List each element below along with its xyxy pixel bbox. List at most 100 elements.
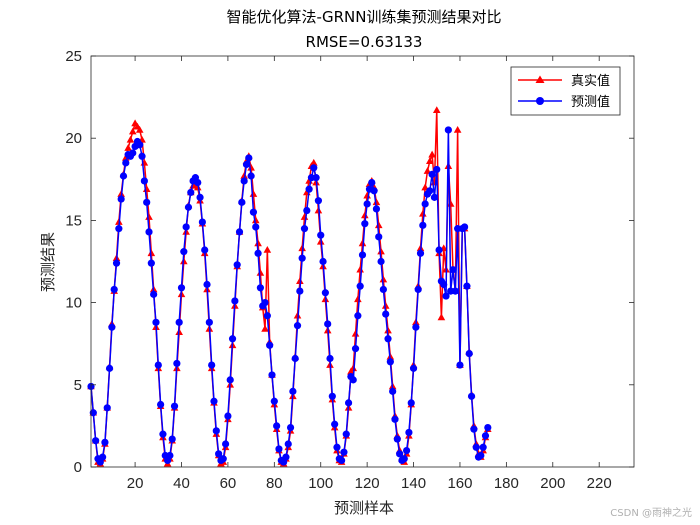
data-point (363, 191, 371, 199)
data-point (245, 154, 253, 162)
chart-subtitle: RMSE=0.63133 (306, 33, 423, 51)
data-point (233, 261, 241, 269)
watermark: CSDN @雨神之光 (610, 508, 692, 519)
data-point (372, 198, 381, 206)
data-point (261, 324, 269, 332)
data-point (145, 228, 153, 236)
data-point (465, 349, 473, 358)
data-point (314, 197, 323, 205)
x-tick-label: 40 (173, 475, 190, 492)
data-point (99, 453, 107, 461)
data-point (467, 392, 476, 400)
x-tick-label: 200 (540, 475, 565, 492)
data-point (344, 399, 353, 407)
x-tick-label: 220 (587, 475, 612, 492)
data-point (256, 284, 264, 292)
data-point (175, 318, 183, 326)
data-point (252, 223, 260, 231)
data-point (444, 126, 452, 134)
data-point (453, 125, 462, 133)
data-point (338, 456, 346, 465)
data-point (115, 225, 123, 233)
data-point (349, 376, 357, 384)
data-point (129, 149, 137, 157)
data-point (135, 125, 144, 133)
data-point (168, 435, 176, 443)
data-point (407, 399, 415, 407)
data-point (435, 246, 443, 254)
data-point (324, 320, 332, 328)
data-point (284, 440, 292, 448)
data-point (419, 209, 427, 217)
data-point (419, 221, 427, 229)
data-point (263, 312, 271, 320)
data-point (103, 404, 111, 412)
data-point (254, 249, 262, 257)
data-point (261, 299, 269, 307)
data-point (354, 312, 362, 320)
data-point (210, 397, 218, 405)
data-point (201, 246, 209, 254)
data-point (421, 200, 429, 208)
data-point (368, 178, 376, 187)
data-point (147, 249, 156, 257)
data-point (402, 446, 411, 455)
data-point (194, 178, 202, 187)
data-point (361, 220, 369, 228)
data-point (356, 282, 364, 290)
data-point (472, 443, 480, 451)
data-point (303, 206, 311, 215)
data-point (328, 392, 336, 400)
y-tick-label: 15 (65, 212, 82, 229)
data-point (240, 172, 248, 179)
data-point (379, 275, 388, 283)
data-point (251, 216, 260, 224)
data-point (112, 259, 121, 267)
data-point (266, 341, 274, 349)
data-point (247, 163, 255, 171)
data-point (203, 280, 211, 289)
data-point (409, 364, 418, 372)
data-point (263, 245, 272, 253)
legend-label-real: 真实值 (571, 73, 610, 89)
data-point (384, 326, 392, 334)
data-point (159, 430, 167, 438)
data-point (242, 160, 251, 169)
data-point (254, 239, 262, 247)
data-point (138, 152, 146, 160)
data-point (375, 233, 383, 241)
data-point (282, 453, 290, 461)
data-point (317, 231, 325, 239)
data-point (256, 269, 265, 276)
y-axis-label: 预测结果 (39, 232, 57, 292)
legend-box (510, 66, 621, 116)
data-point (414, 285, 422, 294)
data-point (342, 430, 350, 438)
data-point (268, 371, 276, 379)
data-point (305, 185, 313, 193)
data-point (400, 455, 408, 463)
axes-layer: 20 40 60 80 100 120 140 160 180 200 220 0 5 10 15 20 25 (65, 48, 635, 492)
x-axis-label: 预测样本 (334, 499, 394, 517)
data-point (157, 400, 165, 409)
data-point (196, 193, 204, 201)
data-point (273, 422, 281, 430)
data-point (363, 200, 371, 208)
data-point (101, 438, 109, 446)
data-point (219, 455, 227, 463)
data-point (187, 188, 195, 197)
y-tick-label: 25 (65, 48, 82, 65)
y-tick-label: 0 (74, 459, 82, 476)
data-point (298, 244, 306, 252)
axes-box (90, 55, 635, 468)
data-point (150, 290, 158, 298)
data-point (381, 301, 390, 309)
data-point (351, 329, 360, 337)
data-point (428, 150, 436, 158)
data-point (215, 450, 223, 458)
data-point (89, 409, 97, 417)
data-point (433, 165, 441, 174)
data-point (437, 313, 446, 321)
series-line-1 (90, 129, 489, 463)
data-point (358, 251, 367, 259)
